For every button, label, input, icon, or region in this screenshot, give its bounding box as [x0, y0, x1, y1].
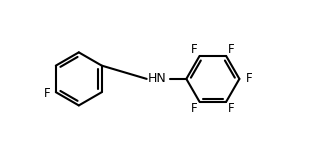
Text: F: F: [191, 102, 198, 115]
Text: F: F: [246, 72, 252, 85]
Text: F: F: [228, 102, 235, 115]
Text: HN: HN: [148, 72, 166, 85]
Text: F: F: [191, 43, 198, 56]
Text: F: F: [228, 43, 235, 56]
Text: F: F: [44, 86, 51, 100]
